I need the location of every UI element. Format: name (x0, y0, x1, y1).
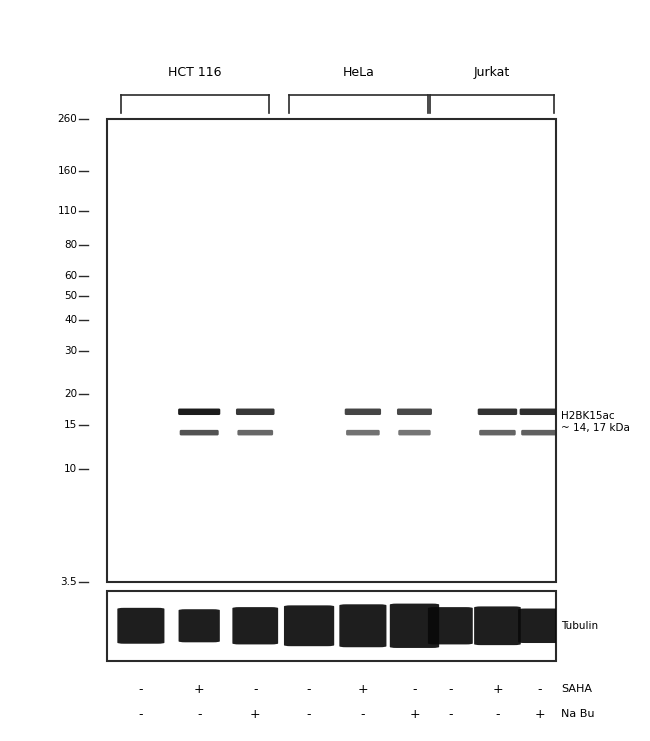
Text: +: + (409, 708, 420, 721)
FancyBboxPatch shape (339, 605, 387, 647)
Text: -: - (448, 682, 452, 696)
Text: Tubulin: Tubulin (561, 621, 598, 631)
Text: H2BK15ac
~ 14, 17 kDa: H2BK15ac ~ 14, 17 kDa (561, 411, 630, 433)
Text: -: - (448, 708, 452, 721)
FancyBboxPatch shape (519, 408, 560, 415)
Text: 40: 40 (64, 315, 77, 325)
Text: 60: 60 (64, 271, 77, 281)
FancyBboxPatch shape (518, 608, 562, 643)
Text: 15: 15 (64, 420, 77, 431)
Text: 260: 260 (57, 113, 77, 124)
Text: 110: 110 (57, 206, 77, 216)
Text: 3.5: 3.5 (60, 576, 77, 587)
Text: Na Bu: Na Bu (561, 709, 595, 720)
FancyBboxPatch shape (118, 608, 164, 644)
FancyBboxPatch shape (284, 605, 334, 646)
FancyBboxPatch shape (233, 607, 278, 645)
FancyBboxPatch shape (179, 609, 220, 642)
Text: -: - (412, 682, 417, 696)
Text: +: + (194, 682, 205, 696)
FancyBboxPatch shape (390, 604, 439, 648)
FancyBboxPatch shape (474, 606, 521, 645)
Text: HCT 116: HCT 116 (168, 65, 222, 79)
Text: +: + (535, 708, 545, 721)
FancyBboxPatch shape (236, 408, 274, 415)
Text: SAHA: SAHA (561, 684, 592, 694)
FancyBboxPatch shape (478, 408, 517, 415)
Text: 50: 50 (64, 290, 77, 301)
FancyBboxPatch shape (428, 607, 473, 645)
Text: 10: 10 (64, 464, 77, 473)
Text: -: - (361, 708, 365, 721)
Text: -: - (138, 708, 143, 721)
Text: 30: 30 (64, 346, 77, 356)
FancyBboxPatch shape (521, 430, 559, 436)
Text: -: - (253, 682, 257, 696)
Text: +: + (492, 682, 502, 696)
FancyBboxPatch shape (398, 430, 431, 436)
FancyBboxPatch shape (346, 430, 380, 436)
Text: Jurkat: Jurkat (474, 65, 510, 79)
Text: -: - (495, 708, 500, 721)
Text: -: - (538, 682, 542, 696)
Text: +: + (250, 708, 261, 721)
Text: -: - (307, 682, 311, 696)
FancyBboxPatch shape (344, 408, 381, 415)
Text: -: - (138, 682, 143, 696)
FancyBboxPatch shape (179, 430, 218, 436)
FancyBboxPatch shape (237, 430, 273, 436)
Text: -: - (307, 708, 311, 721)
FancyBboxPatch shape (479, 430, 515, 436)
Text: -: - (197, 708, 202, 721)
Text: HeLa: HeLa (343, 65, 374, 79)
Text: 160: 160 (57, 166, 77, 176)
Text: +: + (358, 682, 368, 696)
FancyBboxPatch shape (397, 408, 432, 415)
FancyBboxPatch shape (178, 408, 220, 415)
Text: 80: 80 (64, 240, 77, 250)
Text: 20: 20 (64, 389, 77, 399)
